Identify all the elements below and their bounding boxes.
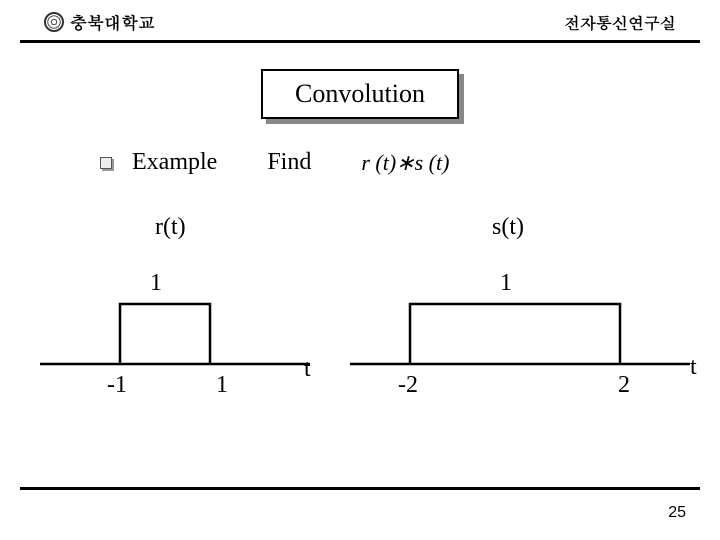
university-logo-icon — [44, 12, 64, 32]
lab-name: 전자통신연구실 — [564, 11, 676, 34]
example-label-group: Example — [100, 149, 217, 176]
header-left: 충북대학교 — [44, 10, 155, 34]
plot-s-svg — [0, 204, 720, 424]
slide-title-box: Convolution — [261, 69, 459, 119]
plot-s-negtick: -2 — [398, 372, 418, 399]
example-row: Example Find r (t)∗s (t) — [100, 149, 720, 176]
convolution-formula: r (t)∗s (t) — [361, 150, 449, 176]
plot-s-postick: 2 — [618, 372, 630, 399]
slide-title: Convolution — [295, 79, 425, 108]
example-label: Example — [132, 149, 217, 175]
find-label: Find — [267, 149, 311, 176]
page-number: 25 — [668, 504, 686, 522]
university-name: 충북대학교 — [70, 10, 155, 34]
bullet-icon — [100, 157, 112, 169]
plot-s-axis-var: t — [690, 354, 697, 381]
plot-s-amplitude: 1 — [500, 270, 512, 297]
plots-region: r(t) 1 -1 1 t s(t) 1 -2 2 t — [0, 204, 720, 424]
plot-s-label: s(t) — [492, 214, 524, 241]
slide-header: 충북대학교 전자통신연구실 — [20, 0, 700, 43]
footer-rule — [20, 487, 700, 490]
